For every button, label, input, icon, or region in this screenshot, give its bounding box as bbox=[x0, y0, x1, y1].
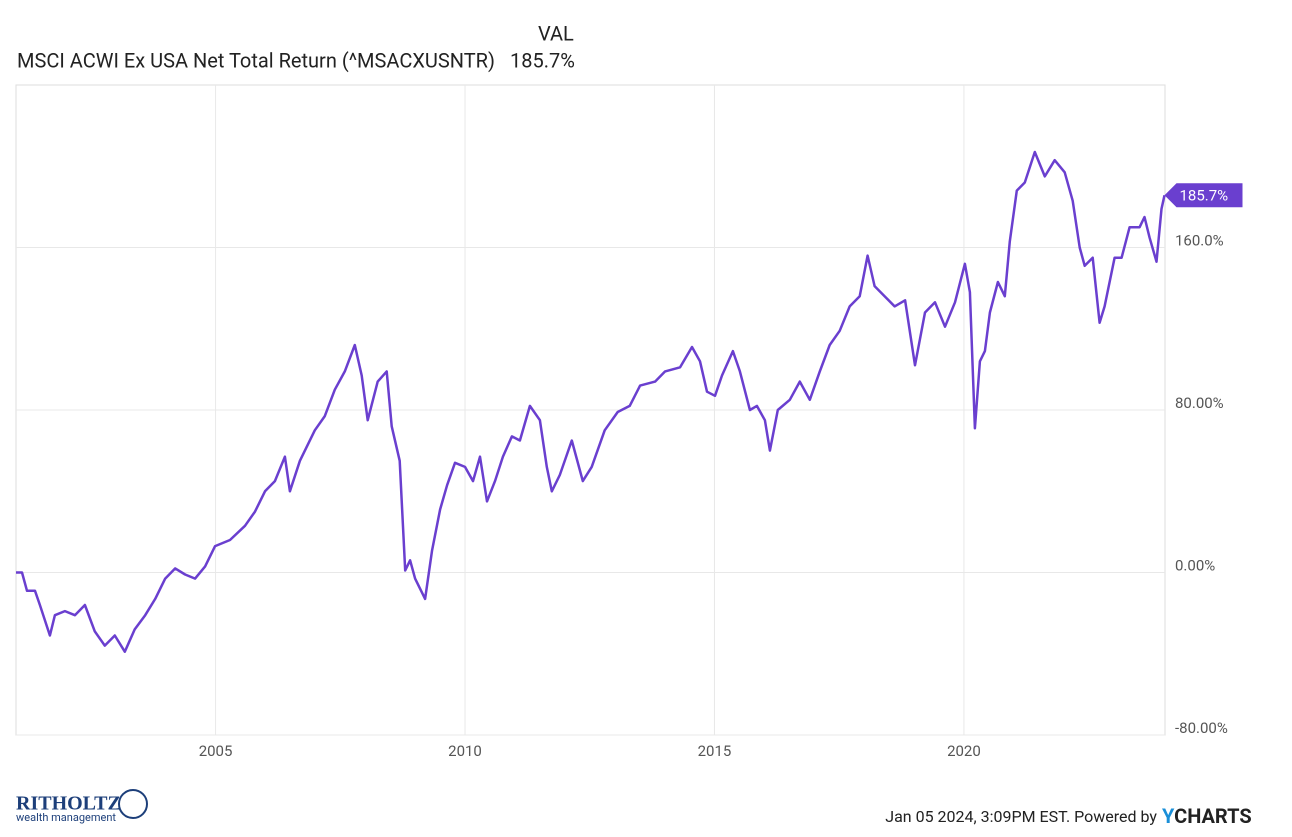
value-label: 185.7% bbox=[1180, 186, 1229, 204]
brand-y: Y bbox=[1162, 804, 1175, 828]
value-label-box bbox=[1164, 183, 1243, 208]
legend-header: VAL bbox=[538, 21, 574, 45]
x-tick-label: 2005 bbox=[199, 742, 233, 760]
footer-timestamp: Jan 05 2024, 3:09PM EST. Powered by bbox=[885, 807, 1157, 826]
y-tick-label: 80.00% bbox=[1175, 394, 1224, 412]
brand-rest: CHARTS bbox=[1174, 804, 1252, 828]
x-tick-label: 2020 bbox=[947, 742, 981, 760]
brand: YCHARTS bbox=[1162, 804, 1252, 828]
legend-value: 185.7% bbox=[510, 48, 575, 72]
y-tick-label: -80.00% bbox=[1175, 719, 1228, 737]
logo-sub: wealth management bbox=[16, 811, 116, 824]
x-tick-label: 2010 bbox=[448, 742, 482, 760]
y-tick-label: 0.00% bbox=[1175, 556, 1215, 574]
logo: RITHOLTZ bbox=[16, 793, 121, 815]
x-tick-label: 2015 bbox=[698, 742, 732, 760]
legend-name: MSCI ACWI Ex USA Net Total Return (^MSAC… bbox=[17, 48, 495, 72]
logo-mark bbox=[118, 789, 148, 819]
line bbox=[16, 150, 1166, 653]
y-tick-label: 160.0% bbox=[1175, 231, 1224, 249]
